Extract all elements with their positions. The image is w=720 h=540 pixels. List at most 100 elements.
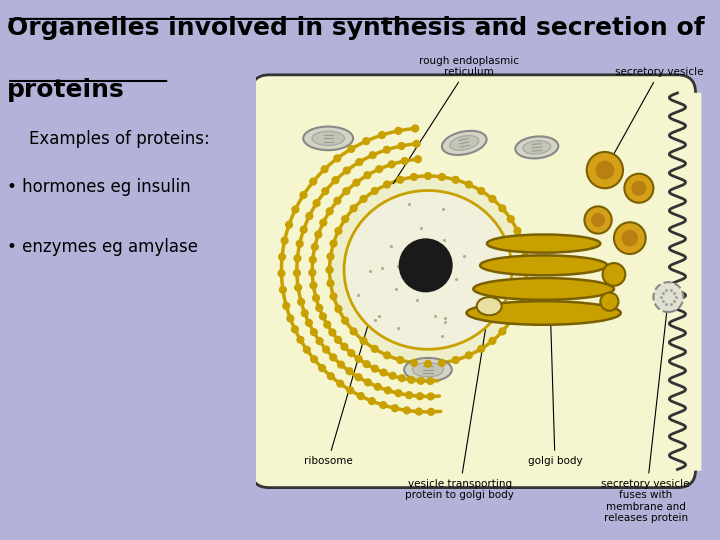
Circle shape (311, 244, 318, 251)
Circle shape (412, 125, 418, 132)
Circle shape (348, 146, 355, 152)
Circle shape (323, 346, 330, 353)
Ellipse shape (450, 136, 479, 150)
Circle shape (310, 178, 317, 185)
Circle shape (337, 380, 343, 387)
Circle shape (353, 179, 360, 186)
Circle shape (585, 206, 612, 234)
Circle shape (360, 195, 367, 202)
Circle shape (523, 267, 530, 273)
Circle shape (478, 346, 485, 352)
Circle shape (410, 173, 418, 180)
Circle shape (300, 226, 307, 233)
Circle shape (310, 329, 318, 335)
Text: proteins: proteins (7, 78, 125, 102)
Text: golgi body: golgi body (528, 316, 582, 466)
Circle shape (395, 390, 402, 396)
Circle shape (283, 302, 289, 309)
Circle shape (335, 306, 342, 312)
Circle shape (397, 177, 404, 183)
Circle shape (355, 374, 362, 381)
Circle shape (398, 143, 405, 150)
Circle shape (334, 155, 341, 162)
Circle shape (508, 318, 514, 324)
Circle shape (600, 293, 618, 310)
Circle shape (428, 408, 434, 415)
Circle shape (376, 166, 382, 172)
Circle shape (508, 215, 514, 222)
Circle shape (384, 387, 392, 394)
Circle shape (379, 132, 385, 138)
Circle shape (400, 239, 452, 292)
Ellipse shape (303, 126, 353, 150)
Circle shape (298, 299, 305, 306)
Circle shape (341, 343, 348, 350)
Circle shape (603, 263, 625, 286)
Circle shape (348, 350, 355, 356)
Circle shape (294, 284, 302, 291)
Circle shape (330, 240, 337, 247)
FancyBboxPatch shape (251, 75, 696, 488)
Circle shape (499, 328, 505, 335)
Circle shape (514, 306, 521, 312)
Circle shape (335, 336, 341, 343)
Ellipse shape (330, 176, 526, 364)
Circle shape (438, 173, 446, 180)
Circle shape (326, 267, 333, 273)
Circle shape (372, 365, 378, 372)
Circle shape (380, 369, 387, 376)
Circle shape (342, 215, 348, 222)
Circle shape (279, 286, 287, 293)
Circle shape (329, 329, 336, 336)
Circle shape (465, 181, 472, 188)
Circle shape (427, 393, 434, 400)
Circle shape (310, 282, 317, 289)
Circle shape (364, 172, 371, 179)
Circle shape (332, 177, 339, 184)
Circle shape (631, 181, 647, 196)
Circle shape (425, 173, 431, 179)
Circle shape (320, 219, 327, 226)
Circle shape (322, 188, 329, 194)
Circle shape (405, 392, 413, 399)
Circle shape (292, 326, 298, 333)
Circle shape (302, 310, 308, 316)
Circle shape (324, 321, 330, 328)
Text: • enzymes eg amylase: • enzymes eg amylase (7, 238, 198, 255)
Circle shape (335, 227, 342, 234)
Text: Examples of proteins:: Examples of proteins: (29, 130, 210, 147)
Circle shape (418, 377, 424, 384)
Circle shape (286, 221, 292, 228)
Circle shape (587, 152, 623, 188)
Circle shape (452, 356, 459, 363)
Ellipse shape (467, 301, 621, 325)
Circle shape (403, 407, 410, 414)
Circle shape (514, 227, 521, 234)
Circle shape (338, 361, 344, 368)
Circle shape (303, 346, 310, 353)
Circle shape (519, 240, 526, 247)
Circle shape (311, 356, 318, 363)
Circle shape (310, 256, 316, 263)
Text: ribosome: ribosome (304, 309, 373, 466)
Ellipse shape (516, 137, 558, 158)
Ellipse shape (480, 255, 607, 275)
Circle shape (522, 280, 528, 287)
Circle shape (350, 205, 357, 212)
Ellipse shape (523, 141, 551, 154)
Circle shape (478, 187, 485, 194)
Circle shape (372, 187, 378, 194)
Circle shape (363, 138, 369, 145)
Circle shape (327, 280, 334, 287)
Circle shape (413, 140, 420, 147)
Circle shape (522, 253, 528, 260)
Circle shape (312, 295, 320, 301)
Circle shape (392, 405, 398, 411)
Ellipse shape (477, 297, 502, 315)
Circle shape (624, 174, 654, 202)
Circle shape (282, 237, 288, 244)
Circle shape (294, 269, 300, 276)
Circle shape (384, 146, 390, 153)
Circle shape (397, 356, 404, 363)
Circle shape (489, 195, 496, 202)
